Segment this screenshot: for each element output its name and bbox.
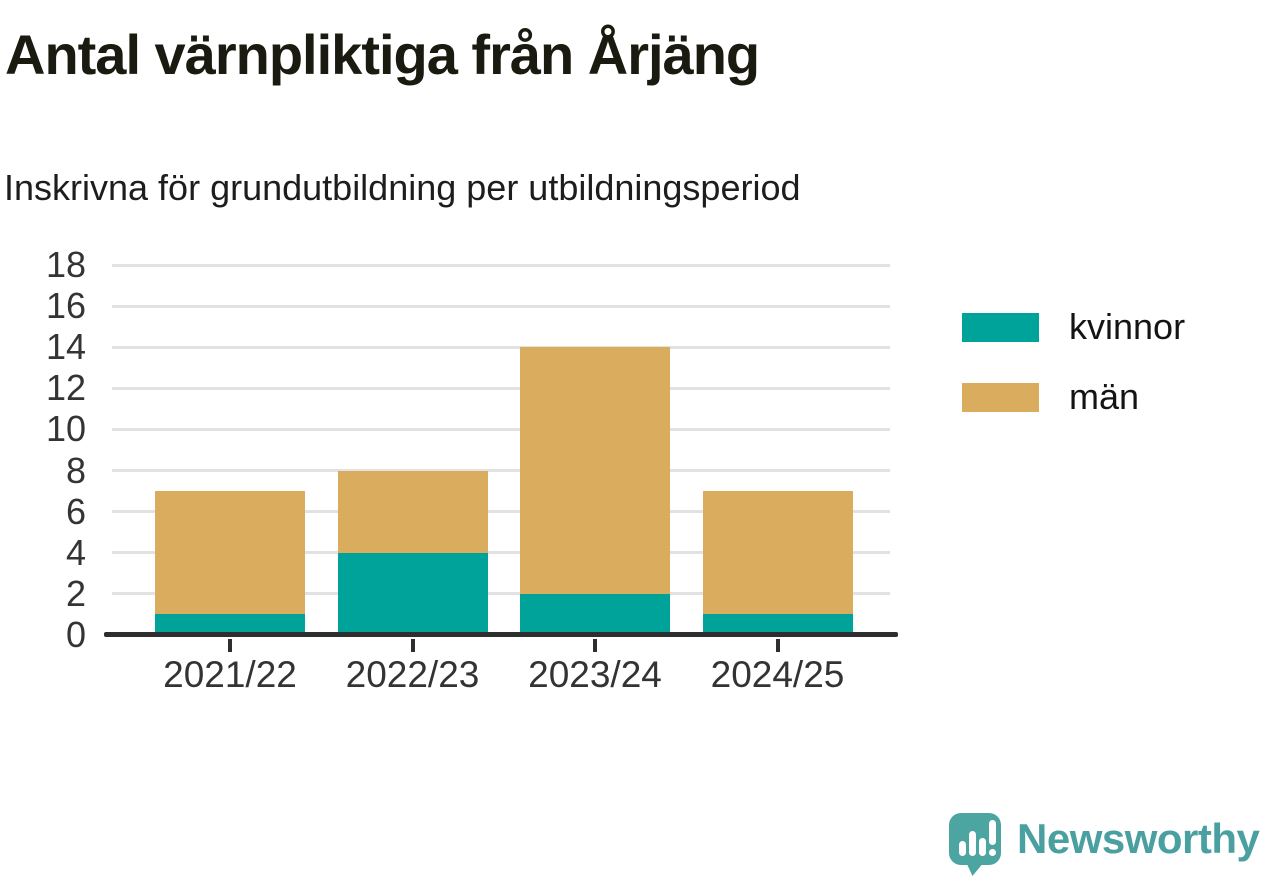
y-axis-tick-label: 8 <box>65 449 86 491</box>
y-axis-tick-label: 12 <box>45 367 86 409</box>
gridline-18 <box>112 263 890 267</box>
y-axis-tick-label: 14 <box>45 326 86 368</box>
legend-label: kvinnor <box>1069 306 1186 347</box>
newsworthy-wordmark: Newsworthy <box>1017 815 1260 862</box>
y-axis-tick-label: 4 <box>65 531 86 573</box>
y-axis-tick-label: 16 <box>45 285 86 327</box>
legend-item-kvinnor: kvinnor <box>962 306 1185 348</box>
bar-segment-män-2021/22 <box>155 491 305 615</box>
gridline-2 <box>112 592 890 596</box>
newsworthy-brand: Newsworthy <box>946 810 1260 876</box>
x-axis-tick-label: 2022/23 <box>345 654 480 695</box>
y-axis-tick-label: 10 <box>45 408 86 450</box>
x-axis-tick-label: 2023/24 <box>528 654 662 695</box>
y-axis-tick-label: 6 <box>65 490 86 532</box>
bar-segment-kvinnor-2024/25 <box>702 614 853 635</box>
gridline-8 <box>112 469 890 473</box>
legend-label: män <box>1069 376 1140 417</box>
bar-segment-kvinnor-2022/23 <box>337 552 488 635</box>
legend-swatch-män <box>962 382 1039 412</box>
x-axis-tick <box>410 639 415 652</box>
y-axis-tick-label: 0 <box>65 614 86 655</box>
gridline-12 <box>112 386 890 390</box>
x-axis-tick <box>775 639 780 652</box>
legend-swatch-kvinnor <box>962 312 1039 342</box>
gridline-14 <box>112 345 890 349</box>
gridline-10 <box>112 427 890 431</box>
bar-segment-män-2023/24 <box>520 347 670 594</box>
bar-segment-män-2022/23 <box>337 470 488 553</box>
gridline-16 <box>112 304 890 308</box>
y-axis-tick-label: 2 <box>65 572 86 614</box>
gridline-4 <box>112 551 890 555</box>
bar-segment-kvinnor-2023/24 <box>520 593 670 635</box>
x-axis-tick-label: 2024/25 <box>710 654 845 695</box>
y-axis-tick-label: 18 <box>45 244 86 285</box>
x-axis-tick <box>593 639 597 652</box>
gridline-6 <box>112 510 890 514</box>
x-axis-line <box>104 632 898 637</box>
chart-legend: kvinnor män <box>962 306 1185 446</box>
newsworthy-logo-icon <box>949 813 1001 876</box>
chart-subtitle: Inskrivna för grundutbildning per utbild… <box>4 167 801 208</box>
x-axis-tick-label: 2021/22 <box>163 654 297 695</box>
chart-title: Antal värnpliktiga från Årjäng <box>5 23 760 86</box>
legend-item-män: män <box>962 376 1185 418</box>
bar-segment-kvinnor-2021/22 <box>155 614 305 635</box>
bar-segment-män-2024/25 <box>702 491 853 615</box>
x-axis-tick <box>228 639 232 652</box>
